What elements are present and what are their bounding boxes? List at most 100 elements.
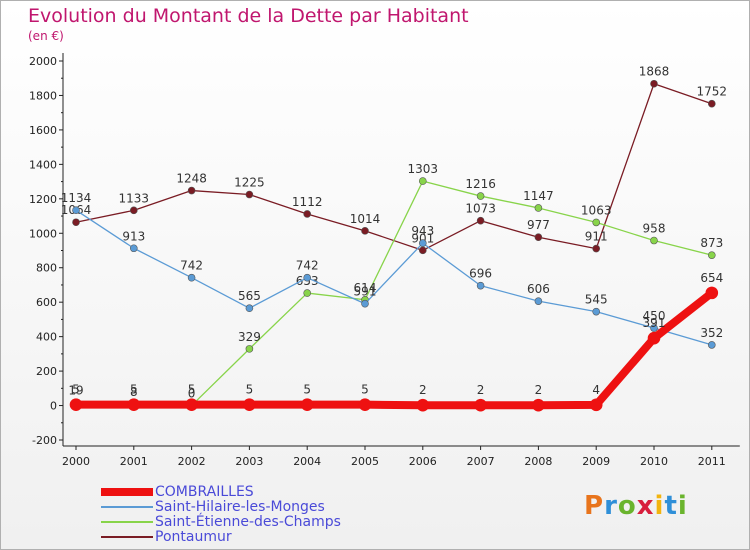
x-tick-label: 2001 [120, 455, 148, 468]
series-line [75, 83, 713, 251]
data-point [707, 341, 716, 349]
x-tick-label: 2010 [640, 455, 668, 468]
data-point [707, 99, 716, 108]
legend-item: Saint-Étienne-des-Champs [101, 514, 341, 530]
data-point [592, 218, 601, 227]
data-point [705, 286, 719, 300]
data-label: 591 [354, 285, 377, 299]
data-label: 5 [246, 383, 254, 397]
data-point [243, 398, 256, 411]
legend-swatch [101, 520, 153, 523]
y-tick-label: 1000 [29, 227, 57, 240]
data-label: 742 [180, 259, 203, 273]
data-label: 4 [592, 383, 600, 397]
data-point [72, 206, 80, 214]
legend-swatch [101, 505, 153, 508]
data-point [650, 236, 658, 245]
data-point [69, 398, 83, 411]
data-point [185, 398, 198, 411]
y-tick-label: 2000 [29, 55, 57, 68]
legend-label: Pontaumur [155, 528, 232, 545]
data-point [245, 345, 254, 353]
data-label: 391 [643, 316, 666, 330]
data-label: 696 [469, 267, 492, 281]
data-label: 1073 [465, 202, 496, 216]
legend: COMBRAILLES Saint-Hilaire-les-Monges Saint… [101, 483, 341, 545]
legend-item: Saint-Hilaire-les-Monges [101, 499, 341, 515]
proxiti-logo[interactable]: Proxiti [584, 491, 688, 521]
data-label: 1133 [119, 191, 150, 205]
data-label: 1303 [408, 162, 439, 176]
y-tick-label: 1200 [29, 193, 57, 206]
data-point [647, 331, 661, 345]
data-label: 1248 [176, 172, 207, 186]
data-point [592, 307, 601, 316]
legend-item: COMBRAILLES [101, 483, 341, 500]
data-label: 1134 [61, 191, 92, 205]
legend-label: COMBRAILLES [155, 483, 254, 500]
data-label: 5 [188, 383, 196, 397]
data-point [476, 192, 485, 200]
data-label: 0 [188, 387, 196, 401]
data-label: 977 [527, 218, 550, 232]
data-point [300, 398, 314, 411]
x-tick-label: 2004 [293, 455, 321, 468]
data-point [130, 244, 138, 253]
data-point [418, 239, 427, 247]
data-point [303, 210, 312, 218]
data-label: 19 [68, 383, 83, 397]
x-tick-label: 2006 [409, 455, 437, 468]
data-point [361, 299, 369, 308]
y-tick-label: 1800 [29, 89, 57, 102]
data-label: 5 [303, 383, 311, 397]
data-point [245, 304, 254, 313]
data-point [592, 244, 601, 253]
series-line [76, 289, 715, 410]
data-label: 450 [643, 309, 666, 323]
data-label: 2 [535, 383, 543, 397]
data-label: 352 [700, 326, 723, 340]
data-label: 5 [130, 383, 138, 397]
y-tick-label: 400 [36, 331, 57, 344]
data-point [361, 227, 369, 235]
data-point [476, 281, 485, 290]
data-label: 1147 [523, 189, 554, 203]
data-point [534, 204, 543, 212]
data-point [303, 273, 312, 282]
data-point [532, 398, 545, 412]
chart-title: Evolution du Montant de la Dette par Hab… [28, 5, 469, 27]
data-label: 873 [700, 236, 723, 250]
data-label: 606 [527, 282, 550, 296]
x-tick-label: 2009 [582, 455, 610, 468]
data-point [358, 398, 372, 411]
data-point [650, 324, 658, 332]
x-tick-label: 2002 [178, 455, 206, 468]
data-point [707, 251, 716, 259]
y-tick-label: 1400 [29, 158, 57, 171]
data-label: 1868 [639, 65, 670, 79]
data-label: 1216 [465, 177, 496, 191]
x-tick-label: 2011 [698, 455, 726, 468]
data-point [589, 398, 603, 412]
data-label: 1752 [697, 85, 728, 99]
data-point [418, 177, 427, 185]
data-point [303, 289, 312, 297]
x-tick-label: 2007 [467, 455, 495, 468]
legend-item: Pontaumur [101, 528, 341, 545]
data-point [474, 398, 487, 412]
y-tick-label: 0 [50, 400, 57, 413]
data-point [130, 206, 138, 215]
data-point [418, 246, 427, 255]
data-label: 565 [238, 289, 261, 303]
data-label: 329 [238, 330, 261, 344]
y-tick-label: 800 [36, 262, 57, 275]
data-label: 901 [411, 231, 434, 245]
data-point [187, 273, 196, 282]
data-label: 545 [585, 293, 608, 307]
data-label: 911 [585, 230, 608, 244]
x-tick-label: 2008 [524, 455, 552, 468]
data-point [476, 216, 485, 225]
data-label: 614 [354, 281, 377, 295]
data-point [650, 79, 658, 88]
